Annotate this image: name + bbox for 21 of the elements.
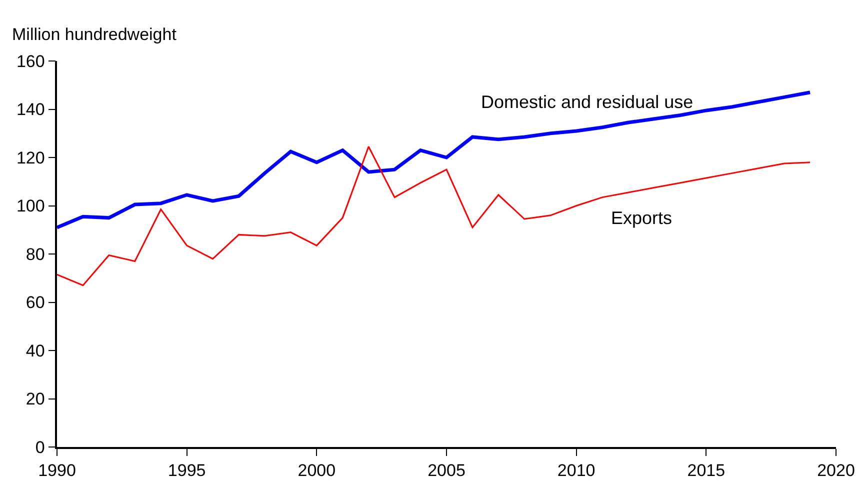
x-tick-label: 2000 (298, 461, 336, 480)
y-tick-label: 140 (16, 100, 45, 120)
y-tick-label: 100 (16, 196, 45, 216)
x-tick-label: 2020 (817, 461, 855, 480)
x-tick-label: 2015 (687, 461, 726, 480)
series-label: Exports (611, 208, 672, 228)
y-tick-label: 40 (26, 341, 45, 360)
y-tick-label: 20 (26, 390, 45, 409)
x-tick-label: 1995 (168, 461, 206, 480)
y-axis-title: Million hundredweight (12, 25, 177, 44)
x-tick-label: 1990 (38, 461, 76, 480)
y-tick-label: 0 (35, 438, 45, 457)
y-tick-label: 160 (16, 52, 45, 71)
line-series (57, 146, 811, 286)
x-tick-label: 2005 (428, 461, 466, 480)
y-tick-label: 60 (26, 293, 45, 312)
x-tick-label: 2010 (557, 461, 596, 480)
line-series (57, 90, 812, 230)
series-label: Domestic and residual use (481, 92, 694, 112)
y-tick-label: 80 (26, 244, 45, 264)
y-tick-label: 120 (16, 148, 45, 168)
